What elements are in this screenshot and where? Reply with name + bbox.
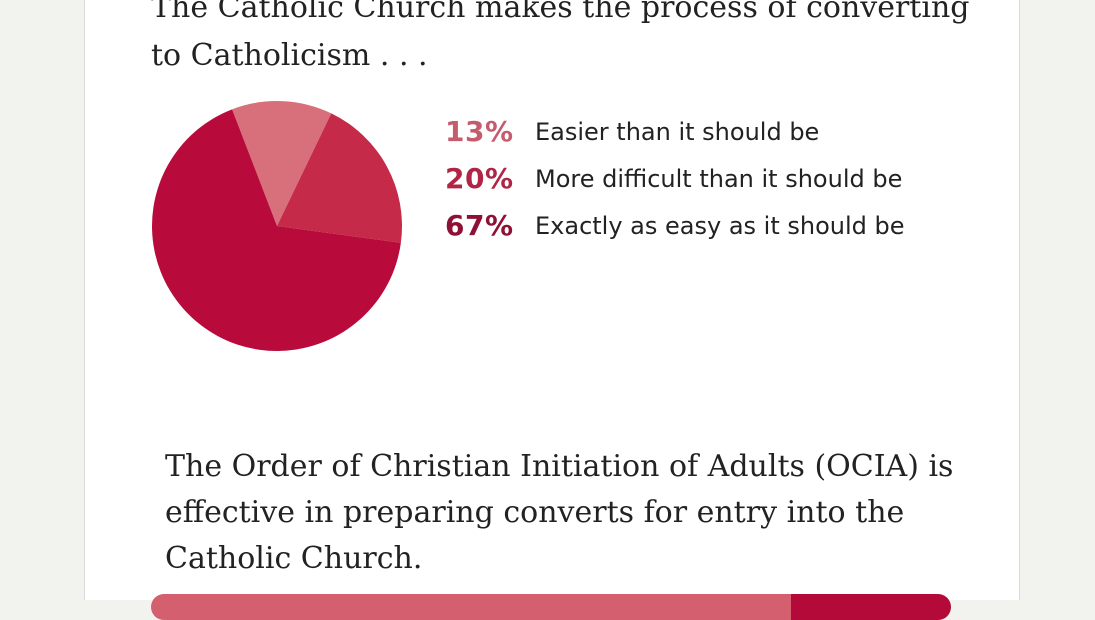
legend-percentage: 13%	[445, 115, 514, 148]
pie-chart	[152, 101, 402, 352]
legend-percentage: 20%	[445, 162, 514, 195]
legend: 13% Easier than it should be 20% More di…	[445, 108, 905, 249]
legend-percentage: 67%	[445, 209, 514, 242]
survey-card: The Catholic Church makes the process of…	[84, 0, 1020, 620]
legend-item: 13% Easier than it should be	[445, 108, 905, 155]
pie-slice	[152, 109, 401, 352]
pie-slice	[277, 113, 402, 243]
legend-label: Easier than it should be	[535, 117, 820, 146]
bar-segment	[151, 594, 791, 620]
legend-label: More difficult than it should be	[535, 164, 903, 193]
statement-text: The Order of Christian Initiation of Adu…	[165, 449, 954, 576]
legend-item: 20% More difficult than it should be	[445, 155, 905, 202]
response-bar	[151, 594, 951, 620]
bar-segment	[791, 594, 951, 620]
pie-slice	[232, 101, 332, 226]
question-title: The Catholic Church makes the process of…	[151, 0, 970, 73]
legend-label: Exactly as easy as it should be	[535, 211, 905, 240]
legend-item: 67% Exactly as easy as it should be	[445, 202, 905, 249]
